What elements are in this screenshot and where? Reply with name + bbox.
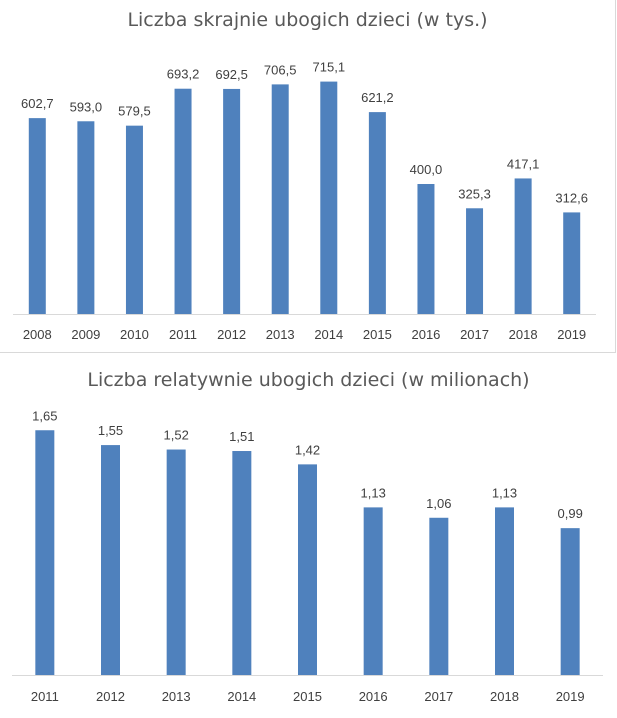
bar: [174, 88, 192, 315]
bar: [101, 445, 120, 675]
x-tick-label: 2009: [71, 327, 100, 342]
x-tick-label: 2016: [359, 689, 388, 704]
bar: [429, 517, 449, 675]
data-label: 417,1: [507, 156, 540, 171]
bar: [223, 88, 241, 314]
bar: [560, 528, 580, 675]
x-tick-label: 2012: [96, 689, 125, 704]
bar: [368, 112, 386, 314]
chart-title: Liczba skrajnie ubogich dzieci (w tys.): [127, 9, 488, 31]
bar: [271, 84, 289, 314]
chart-title: Liczba relatywnie ubogich dzieci (w mili…: [87, 369, 530, 391]
data-label: 693,2: [167, 67, 200, 82]
x-tick-label: 2011: [169, 327, 197, 342]
bar: [166, 449, 186, 675]
chart-skrajnie-ubogie: Liczba skrajnie ubogich dzieci (w tys.) …: [0, 0, 616, 353]
bar: [125, 125, 143, 314]
data-label: 1,06: [426, 496, 451, 511]
data-label: 1,65: [32, 408, 57, 423]
bar: [298, 464, 317, 675]
x-tick-label: 2019: [556, 689, 585, 704]
x-tick-label: 2011: [31, 689, 59, 704]
data-label: 579,5: [118, 104, 151, 119]
x-tick-label: 2016: [411, 327, 440, 342]
x-tick-label: 2018: [509, 327, 538, 342]
data-label: 400,0: [410, 162, 443, 177]
data-label: 1,52: [164, 428, 189, 443]
data-label: 1,42: [295, 442, 320, 457]
x-tick-label: 2008: [23, 327, 52, 342]
bar: [363, 507, 383, 675]
data-label: 706,5: [264, 62, 297, 77]
bar: [232, 451, 252, 675]
data-label: 692,5: [215, 67, 248, 82]
data-label: 0,99: [558, 506, 583, 521]
data-label: 621,2: [361, 90, 394, 105]
bar: [35, 430, 55, 675]
x-tick-label: 2013: [266, 327, 295, 342]
x-tick-label: 2014: [314, 327, 343, 342]
x-tick-label: 2013: [162, 689, 191, 704]
bar: [417, 184, 435, 314]
data-label: 602,7: [21, 96, 54, 111]
x-tick-label: 2015: [293, 689, 322, 704]
x-tick-label: 2019: [557, 327, 586, 342]
bar: [514, 178, 532, 314]
data-label: 1,55: [98, 423, 123, 438]
bar-chart-svg: 602,7 2008 593,0 2009 579,5 2010 693,2 2011 692,…: [13, 60, 596, 342]
x-tick-label: 2014: [227, 689, 256, 704]
bar: [320, 81, 338, 314]
data-label: 1,13: [492, 485, 517, 500]
data-label: 1,13: [361, 485, 386, 500]
bar: [495, 507, 514, 675]
bar: [77, 121, 95, 315]
x-tick-label: 2018: [490, 689, 519, 704]
x-tick-label: 2010: [120, 327, 149, 342]
bar-chart-svg: 1,65 2011 1,55 2012 1,52 2013 1,51 2014 1,42 2015…: [12, 408, 603, 704]
data-label: 1,51: [229, 429, 254, 444]
data-label: 593,0: [70, 99, 103, 114]
bar: [28, 118, 46, 314]
bar: [466, 208, 484, 314]
data-label: 715,1: [313, 60, 346, 75]
x-tick-label: 2017: [424, 689, 453, 704]
bar: [563, 212, 581, 314]
x-tick-label: 2015: [363, 327, 392, 342]
data-label: 312,6: [555, 190, 588, 205]
data-label: 325,3: [458, 186, 491, 201]
x-tick-label: 2017: [460, 327, 489, 342]
x-tick-label: 2012: [217, 327, 246, 342]
chart-relatywnie-ubogie: Liczba relatywnie ubogich dzieci (w mili…: [0, 356, 617, 718]
